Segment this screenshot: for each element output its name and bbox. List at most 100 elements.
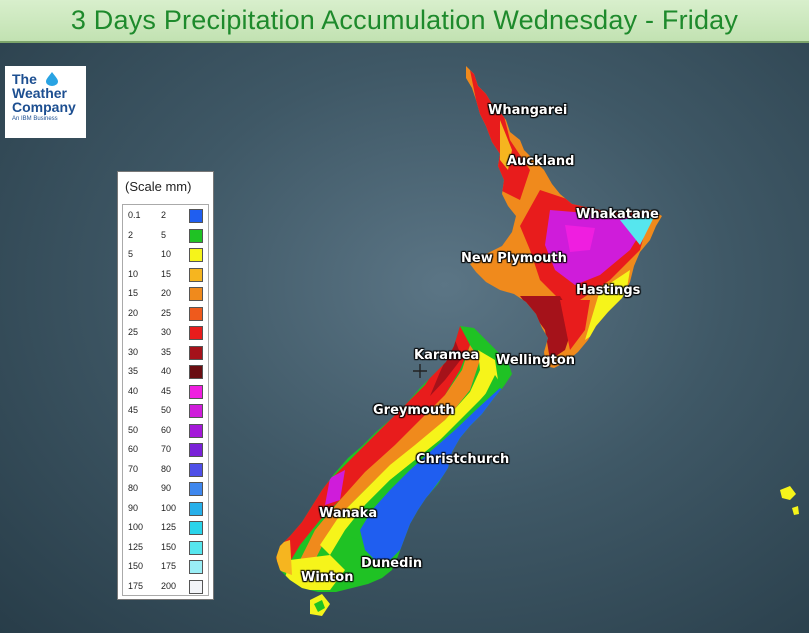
legend-row: 5 10: [123, 244, 209, 266]
legend-color-swatch: [189, 462, 203, 477]
legend-color-swatch: [189, 501, 203, 516]
legend-color-swatch: [189, 482, 203, 496]
legend-row: 15 20: [123, 283, 209, 305]
legend-range-low: 175: [128, 580, 144, 591]
legend-range-high: 45: [161, 385, 172, 396]
legend-range-high: 80: [161, 463, 172, 474]
legend-color-swatch: [189, 287, 203, 301]
precipitation-legend: (Scale mm) 0.1 2 2 5 5 10 10 15 15 20 20 25 25 30 30 35…: [117, 171, 214, 600]
legend-color-swatch: [189, 579, 203, 594]
city-label-greymouth: Greymouth: [373, 403, 455, 418]
legend-range-low: 15: [128, 288, 139, 298]
legend-row: 90 100: [123, 498, 209, 520]
legend-range-high: 125: [161, 522, 177, 532]
city-label-wanaka: Wanaka: [319, 506, 378, 521]
legend-range-low: 45: [128, 405, 139, 415]
legend-row: 125 150: [123, 537, 209, 559]
legend-range-low: 20: [128, 307, 139, 318]
legend-color-swatch: [189, 521, 203, 535]
logo-line-2: Weather: [12, 85, 67, 101]
legend-range-high: 60: [161, 424, 172, 435]
legend-range-low: 40: [128, 385, 139, 396]
legend-row: 150 175: [123, 556, 209, 578]
legend-range-low: 90: [128, 502, 139, 513]
city-label-wellington: Wellington: [496, 353, 576, 368]
legend-range-low: 50: [128, 424, 139, 435]
logo-line-3: Company: [12, 99, 76, 115]
legend-row: 45 50: [123, 400, 209, 422]
legend-range-high: 25: [161, 307, 172, 318]
legend-row: 70 80: [123, 459, 209, 481]
legend-range-high: 10: [161, 249, 172, 259]
legend-range-low: 100: [128, 522, 144, 532]
map-title: 3 Days Precipitation Accumulation Wednes…: [70, 5, 739, 35]
legend-range-high: 5: [161, 229, 167, 240]
legend-range-low: 60: [128, 444, 139, 454]
legend-range-high: 40: [161, 366, 172, 376]
legend-color-swatch: [189, 228, 203, 243]
map-title-bar: 3 Days Precipitation Accumulation Wednes…: [0, 0, 809, 43]
legend-range-low: 0.1: [128, 210, 141, 220]
logo-tagline: An IBM Business: [12, 116, 58, 122]
legend-color-swatch: [189, 267, 203, 282]
legend-range-low: 70: [128, 463, 139, 474]
legend-range-high: 30: [161, 327, 172, 337]
legend-row: 10 15: [123, 264, 209, 286]
water-drop-icon: [46, 72, 58, 86]
legend-range-high: 150: [161, 541, 177, 552]
legend-range-low: 10: [128, 268, 139, 279]
city-label-whangarei: Whangarei: [488, 103, 568, 118]
legend-color-swatch: [189, 326, 203, 340]
legend-color-swatch: [189, 209, 203, 223]
legend-row: 100 125: [123, 517, 209, 539]
legend-color-swatch: [189, 384, 203, 399]
legend-range-low: 80: [128, 483, 139, 493]
legend-color-swatch: [189, 306, 203, 321]
north-island: [466, 66, 662, 368]
legend-row: 60 70: [123, 439, 209, 461]
legend-range-low: 125: [128, 541, 144, 552]
legend-range-high: 100: [161, 502, 177, 513]
legend-range-low: 5: [128, 249, 134, 259]
legend-color-swatch: [189, 404, 203, 418]
legend-range-high: 15: [161, 268, 172, 279]
crosshair-marker-icon: [413, 364, 427, 378]
city-label-whakatane: Whakatane: [576, 207, 659, 222]
legend-row: 20 25: [123, 303, 209, 325]
chatham-islands: [780, 486, 796, 500]
legend-row: 0.1 2: [123, 205, 209, 227]
legend-row: 25 30: [123, 322, 209, 344]
legend-color-swatch: [189, 248, 203, 262]
legend-range-high: 35: [161, 346, 172, 357]
legend-color-swatch: [189, 365, 203, 379]
legend-range-high: 50: [161, 405, 172, 415]
city-label-winton: Winton: [301, 570, 354, 585]
legend-color-swatch: [189, 540, 203, 555]
legend-row: 40 45: [123, 381, 209, 403]
legend-color-swatch: [189, 345, 203, 360]
legend-color-swatch: [189, 423, 203, 438]
city-label-dunedin: Dunedin: [361, 556, 423, 571]
legend-range-low: 35: [128, 366, 139, 376]
legend-range-high: 175: [161, 561, 177, 571]
legend-range-low: 25: [128, 327, 139, 337]
legend-range-high: 200: [161, 580, 177, 591]
legend-range-low: 30: [128, 346, 139, 357]
city-label-christchurch: Christchurch: [416, 452, 510, 467]
logo-line-1: The: [12, 71, 37, 87]
legend-range-low: 150: [128, 561, 144, 571]
legend-range-high: 70: [161, 444, 172, 454]
legend-title: (Scale mm): [125, 179, 192, 194]
weather-company-logo: The Weather Company An IBM Business: [5, 66, 86, 138]
legend-range-high: 90: [161, 483, 172, 493]
legend-range-high: 2: [161, 210, 167, 220]
legend-row: 175 200: [123, 576, 209, 598]
legend-color-swatch: [189, 443, 203, 457]
legend-row: 80 90: [123, 478, 209, 500]
legend-color-swatch: [189, 560, 203, 574]
legend-row: 35 40: [123, 361, 209, 383]
city-label-new-plymouth: New Plymouth: [461, 251, 567, 266]
legend-range-low: 2: [128, 229, 134, 240]
